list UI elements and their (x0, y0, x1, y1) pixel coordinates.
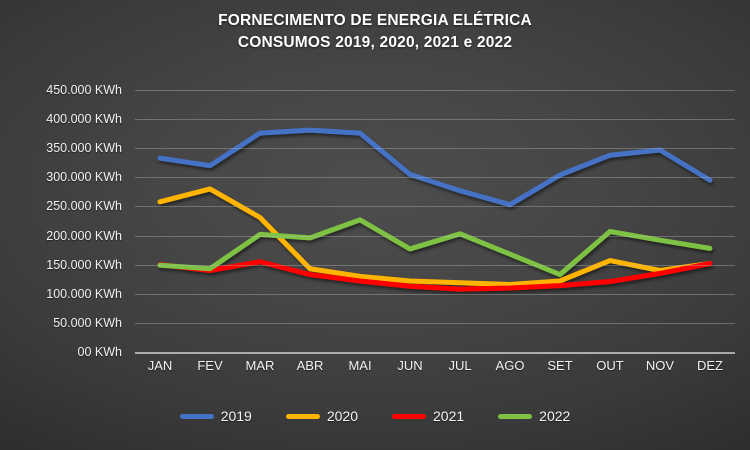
y-tick-label: 50.000 KWh (53, 315, 122, 330)
x-tick-label: MAI (348, 358, 372, 373)
x-tick-label: FEV (197, 358, 223, 373)
gridline (135, 119, 735, 121)
x-tick-label: JUL (448, 358, 472, 373)
x-tick-label: JUN (397, 358, 423, 373)
y-tick-label: 300.000 KWh (46, 170, 122, 185)
plot-area (135, 90, 735, 354)
y-tick-label: 350.000 KWh (46, 141, 122, 156)
x-tick-label: JAN (147, 358, 173, 373)
y-tick-label: 00 KWh (77, 345, 122, 359)
x-axis: JAN FEV MAR ABR MAI JUN JUL AGO SET OUT NOV DEZ (135, 358, 735, 380)
legend-item-2021[interactable]: 2021 (392, 408, 464, 424)
chart-title: FORNECIMENTO DE ENERGIA ELÉTRICA CONSUMO… (0, 10, 750, 55)
series-line-2019 (157, 127, 713, 208)
series-line-2022 (157, 217, 713, 278)
series-lines (157, 127, 713, 292)
x-tick-label: SET (547, 358, 573, 373)
y-tick-label: 150.000 KWh (46, 257, 122, 272)
legend-swatch-icon (179, 413, 214, 419)
series-line-2021 (157, 259, 713, 292)
gridline (135, 148, 735, 150)
y-tick-label: 100.000 KWh (46, 286, 122, 301)
legend-swatch-icon (392, 413, 426, 419)
gridline (135, 235, 735, 237)
gridline (135, 177, 735, 179)
y-tick-label: 200.000 KWh (46, 228, 122, 243)
axis-baseline (135, 352, 735, 354)
legend-swatch-icon (498, 413, 533, 419)
x-tick-label: MAR (245, 358, 275, 373)
legend-swatch-icon (285, 413, 320, 419)
gridline (135, 322, 735, 324)
gridline (135, 264, 735, 266)
y-tick-label: 400.000 KWh (46, 112, 122, 127)
legend-label: 2020 (326, 408, 358, 424)
chart-title-line-2: CONSUMOS 2019, 2020, 2021 e 2022 (237, 34, 513, 52)
legend-item-2019[interactable]: 2019 (179, 408, 252, 424)
legend-label: 2021 (433, 408, 465, 424)
chart-legend: 2019 2020 2021 2022 (0, 408, 750, 424)
x-tick-label: AGO (495, 358, 525, 373)
legend-label: 2019 (220, 408, 252, 424)
x-tick-label: NOV (645, 358, 675, 373)
x-tick-label: OUT (596, 358, 624, 373)
legend-label: 2022 (539, 408, 571, 424)
y-tick-label: 250.000 KWh (46, 199, 122, 214)
y-axis: 450.000 KWh 400.000 KWh 350.000 KWh 300.000… (0, 83, 130, 359)
series-line-2020 (157, 186, 713, 287)
gridline (135, 90, 735, 91)
x-tick-label: ABR (296, 358, 324, 373)
y-tick-label: 450.000 KWh (46, 83, 122, 97)
x-tick-label: DEZ (697, 358, 723, 373)
gridline (135, 293, 735, 295)
legend-item-2020[interactable]: 2020 (285, 408, 358, 424)
chart-title-line-1: FORNECIMENTO DE ENERGIA ELÉTRICA (218, 12, 532, 29)
gridline (135, 206, 735, 208)
legend-item-2022[interactable]: 2022 (498, 408, 570, 424)
